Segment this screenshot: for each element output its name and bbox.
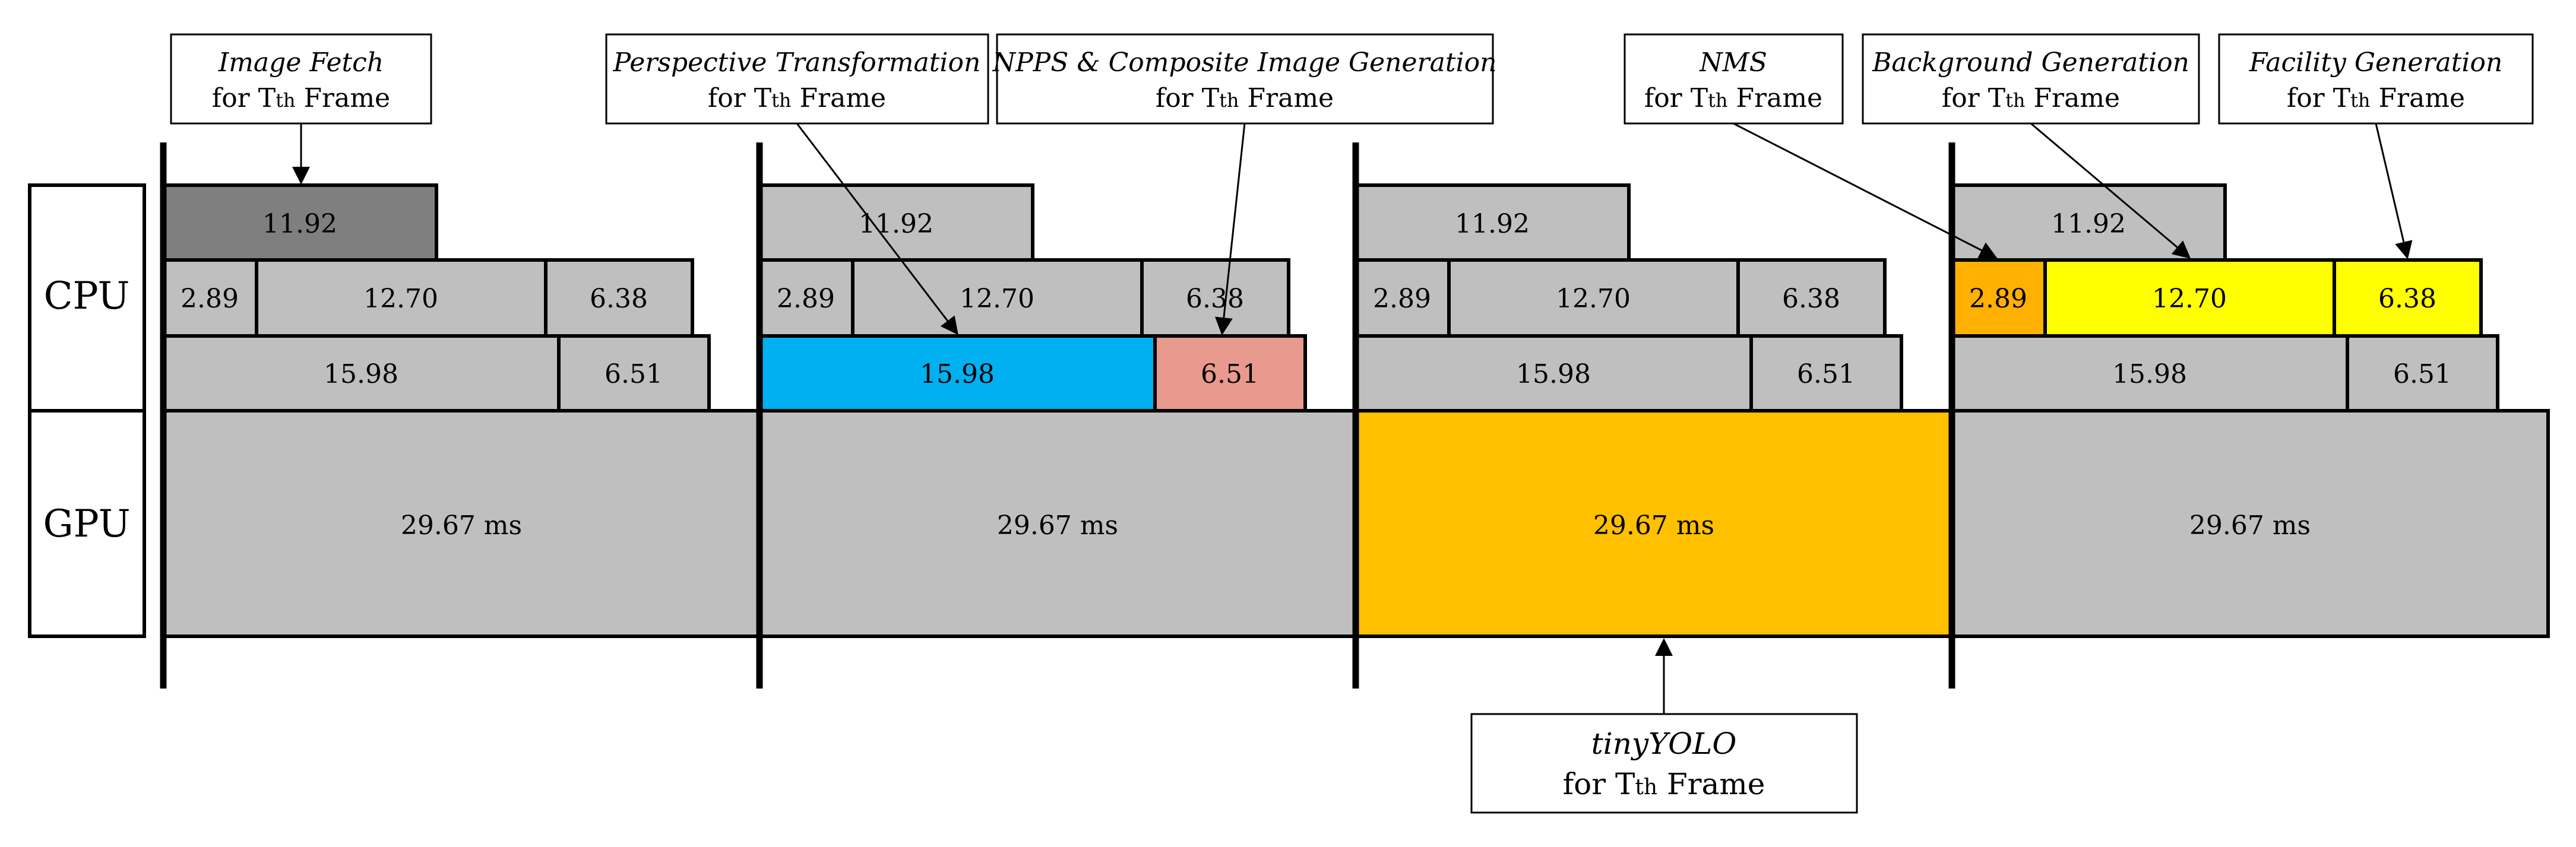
gpu-time: 29.67 ms xyxy=(1593,510,1714,541)
callout-subtitle: for Tth Frame xyxy=(1644,83,1822,113)
image-fetch-time: 11.92 xyxy=(262,209,337,239)
callout-title: NMS xyxy=(1699,47,1767,78)
nms-block: 2.89 xyxy=(758,258,855,338)
facility-time: 6.38 xyxy=(590,284,648,314)
callout-nms: NMS for Tth Frame xyxy=(1624,33,1844,125)
row-label-cpu: CPU xyxy=(28,183,146,413)
npps-block: 6.51 xyxy=(1153,334,1307,413)
callout-subtitle: for Tth Frame xyxy=(708,83,886,113)
gpu-block: 29.67 ms xyxy=(1354,409,1954,638)
callout-arrows xyxy=(292,122,2413,714)
image-fetch-block: 11.92 xyxy=(1950,183,2227,262)
arrow-npps xyxy=(1214,123,1246,335)
callout-title: tinyYOLO xyxy=(1591,727,1737,761)
perspective-block: 15.98 xyxy=(1354,334,1753,413)
nms-block: 2.89 xyxy=(162,258,258,338)
perspective-time: 15.98 xyxy=(1516,359,1591,389)
background-time: 12.70 xyxy=(1556,284,1631,314)
gpu-time: 29.67 ms xyxy=(401,510,522,541)
npps-time: 6.51 xyxy=(1201,359,1259,389)
frame-column-2: 29.67 ms 11.92 2.89 12.70 6.38 15.98 xyxy=(758,183,1357,638)
npps-block: 6.51 xyxy=(2346,334,2499,413)
image-fetch-block: 11.92 xyxy=(758,183,1034,262)
callout-title: Image Fetch xyxy=(218,47,384,78)
callout-perspective: Perspective Transformation for Tth Frame xyxy=(605,33,989,125)
perspective-block: 15.98 xyxy=(758,334,1157,413)
facility-block: 6.38 xyxy=(1140,258,1290,338)
nms-time: 2.89 xyxy=(1373,284,1431,314)
gpu-block: 29.67 ms xyxy=(1950,409,2550,638)
image-fetch-time: 11.92 xyxy=(2051,209,2126,239)
background-time: 12.70 xyxy=(960,284,1034,314)
background-block: 12.70 xyxy=(851,258,1144,338)
perspective-block: 15.98 xyxy=(162,334,561,413)
nms-block: 2.89 xyxy=(1354,258,1451,338)
npps-time: 6.51 xyxy=(2393,359,2451,389)
callout-title: Background Generation xyxy=(1872,47,2189,78)
callout-facility: Facility Generation for Tth Frame xyxy=(2218,33,2534,125)
frame-column-4: 29.67 ms 11.92 2.89 12.70 6.38 15.98 xyxy=(1950,183,2550,638)
facility-time: 6.38 xyxy=(2378,284,2436,314)
arrow-nms xyxy=(1733,122,1998,259)
background-block: 12.70 xyxy=(2043,258,2336,338)
callout-subtitle: for Tth Frame xyxy=(1563,767,1765,801)
callout-subtitle: for Tth Frame xyxy=(2287,83,2465,113)
npps-block: 6.51 xyxy=(1749,334,1903,413)
perspective-time: 15.98 xyxy=(2112,359,2187,389)
perspective-block: 15.98 xyxy=(1950,334,2349,413)
gpu-block: 29.67 ms xyxy=(758,409,1357,638)
callout-subtitle: for Tth Frame xyxy=(1156,83,1334,113)
cpu-label: CPU xyxy=(44,274,130,318)
callout-npps: NPPS & Composite Image Generation for Tt… xyxy=(992,33,1497,125)
nms-block: 2.89 xyxy=(1950,258,2047,338)
perspective-time: 15.98 xyxy=(324,359,398,389)
background-time: 12.70 xyxy=(363,284,438,314)
callout-background: Background Generation for Tth Frame xyxy=(1862,33,2200,125)
nms-time: 2.89 xyxy=(1969,284,2027,314)
facility-block: 6.38 xyxy=(2333,258,2483,338)
frame-boundaries xyxy=(160,142,1955,689)
image-fetch-block: 11.92 xyxy=(162,183,438,262)
arrow-facility xyxy=(2375,123,2413,259)
callout-subtitle: for Tth Frame xyxy=(212,83,390,113)
callout-tinyyolo: tinyYOLO for Tth Frame xyxy=(1470,713,1858,814)
callout-title: Perspective Transformation xyxy=(613,47,981,78)
callout-image-fetch: Image Fetch for Tth Frame xyxy=(170,33,432,125)
npps-time: 6.51 xyxy=(1797,359,1855,389)
arrow-background xyxy=(2030,122,2191,259)
callout-title: Facility Generation xyxy=(2249,47,2503,78)
callout-title: NPPS & Composite Image Generation xyxy=(992,47,1497,78)
image-fetch-block: 11.92 xyxy=(1354,183,1631,262)
image-fetch-time: 11.92 xyxy=(859,209,933,239)
facility-block: 6.38 xyxy=(1736,258,1887,338)
image-fetch-time: 11.92 xyxy=(1455,209,1530,239)
gpu-time: 29.67 ms xyxy=(997,510,1118,541)
callout-subtitle: for Tth Frame xyxy=(1942,83,2120,113)
frame-column-1: 29.67 ms 11.92 2.89 12.70 6.38 15.98 xyxy=(162,183,761,638)
background-time: 12.70 xyxy=(2152,284,2227,314)
npps-time: 6.51 xyxy=(605,359,663,389)
nms-time: 2.89 xyxy=(777,284,835,314)
frame-column-3: 29.67 ms 11.92 2.89 12.70 6.38 15.98 xyxy=(1354,183,1954,638)
facility-block: 6.38 xyxy=(544,258,694,338)
facility-time: 6.38 xyxy=(1782,284,1840,314)
gpu-label: GPU xyxy=(43,502,131,546)
row-label-gpu: GPU xyxy=(28,409,146,638)
background-block: 12.70 xyxy=(255,258,548,338)
frame-columns: 29.67 ms 11.92 2.89 12.70 6.38 15.98 xyxy=(162,183,2550,638)
nms-time: 2.89 xyxy=(181,284,239,314)
facility-time: 6.38 xyxy=(1186,284,1244,314)
background-block: 12.70 xyxy=(1447,258,1740,338)
npps-block: 6.51 xyxy=(557,334,711,413)
gpu-block: 29.67 ms xyxy=(162,409,761,638)
gpu-time: 29.67 ms xyxy=(2189,510,2311,541)
perspective-time: 15.98 xyxy=(920,359,995,389)
arrow-perspective xyxy=(796,123,958,335)
